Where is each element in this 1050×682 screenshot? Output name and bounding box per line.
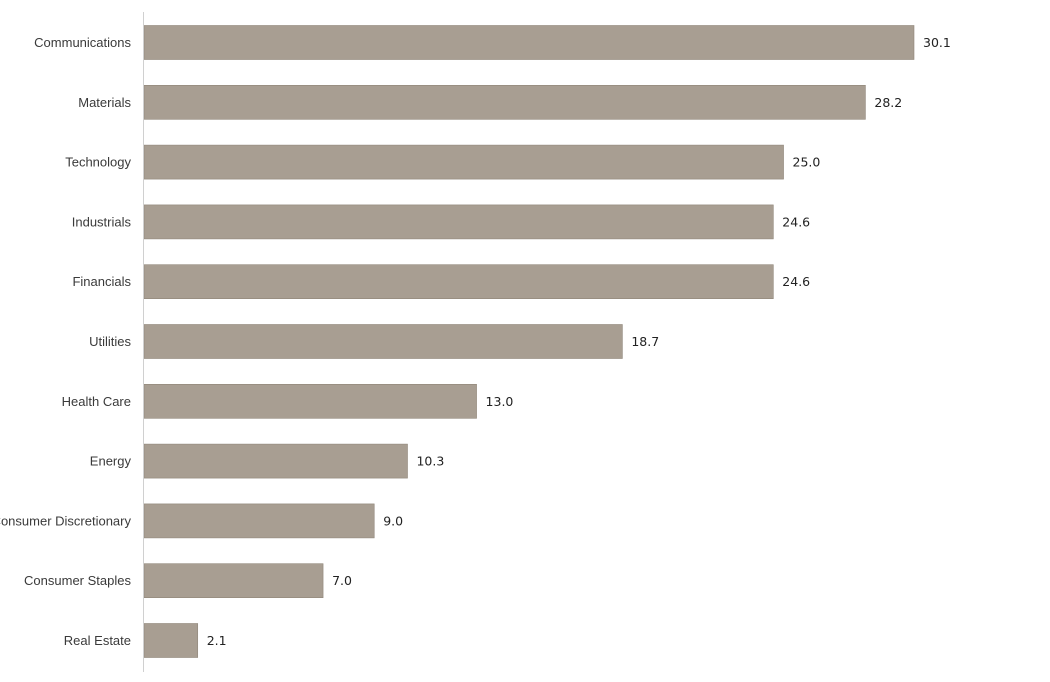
category-label: Consumer Staples: [24, 573, 131, 588]
value-label: 24.6: [782, 274, 810, 289]
bar-technology: [143, 144, 784, 180]
value-label: 30.1: [923, 35, 951, 50]
value-label: 2.1: [207, 633, 227, 648]
category-label: Real Estate: [64, 633, 131, 648]
bar-industrials: [143, 204, 774, 240]
bar-health-care: [143, 383, 477, 419]
bar-consumer-discretionary: [143, 503, 375, 539]
value-label: 10.3: [416, 454, 444, 469]
bar-financials: [143, 264, 774, 300]
bars-layer: [143, 25, 915, 658]
category-labels-layer: Communications Materials Technology Industr…: [0, 35, 131, 648]
bar-materials: [143, 85, 866, 120]
category-label: Technology: [65, 155, 131, 170]
category-label: Materials: [78, 95, 131, 110]
value-label: 25.0: [793, 155, 821, 170]
value-label: 24.6: [782, 214, 810, 229]
bar-utilities: [143, 324, 623, 359]
value-label: 7.0: [332, 573, 352, 588]
category-label: Financials: [72, 274, 131, 289]
bar-communications: [143, 25, 915, 60]
value-label: 13.0: [486, 394, 514, 409]
bar-consumer-staples: [143, 563, 324, 599]
category-label: Communications: [34, 35, 131, 50]
category-label: Industrials: [72, 214, 132, 229]
category-label: Consumer Discretionary: [0, 513, 131, 528]
value-label: 9.0: [383, 513, 403, 528]
bar-energy: [143, 443, 408, 479]
value-labels-layer: 30.1 28.2 25.0 24.6 24.6 18.7 13.0 10.3 9.0 7.0 2.…: [207, 35, 951, 648]
value-label: 28.2: [874, 95, 902, 110]
category-label: Utilities: [89, 334, 131, 349]
value-label: 18.7: [631, 334, 659, 349]
category-label: Energy: [90, 454, 132, 469]
bar-real-estate: [143, 623, 199, 658]
category-label: Health Care: [62, 394, 131, 409]
